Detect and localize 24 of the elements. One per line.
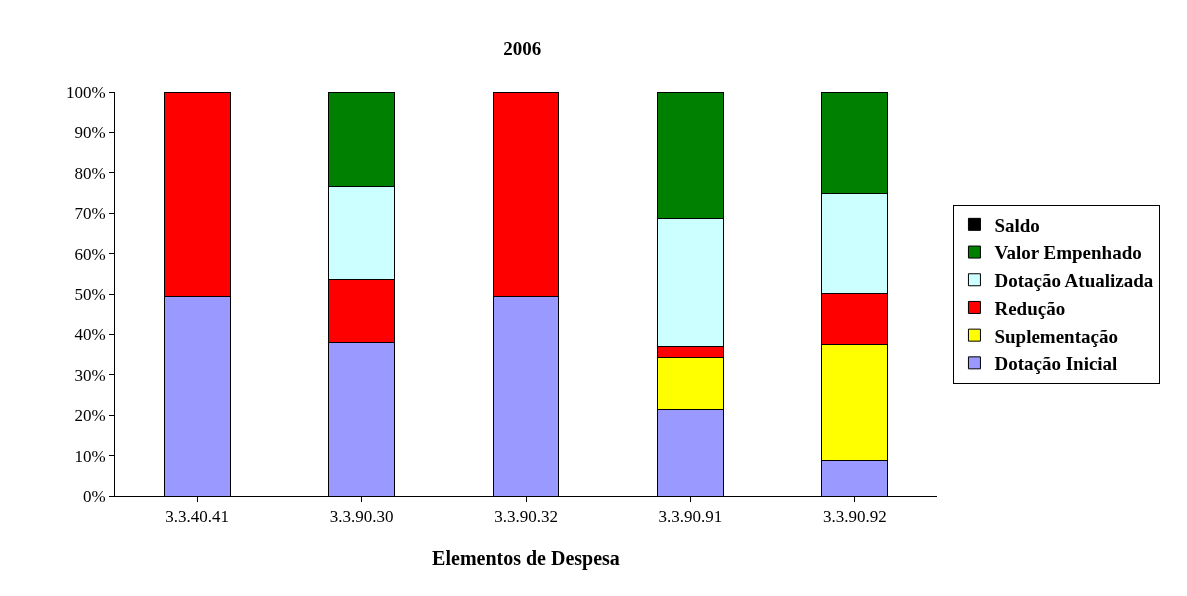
y-tick-label: 50%: [74, 284, 106, 304]
x-axis-title: Elementos de Despesa: [432, 546, 620, 570]
y-tick-label: 30%: [74, 365, 106, 385]
y-tick-label: 100%: [65, 82, 106, 102]
x-tick-label: 3.3.90.92: [822, 507, 887, 527]
x-tick-label: 3.3.40.41: [165, 507, 230, 527]
legend-label: Suplementação: [994, 325, 1118, 347]
y-tick-label: 80%: [74, 163, 106, 183]
y-tick-label: 0%: [82, 486, 106, 506]
legend-label: Saldo: [994, 214, 1040, 236]
y-tick-label: 40%: [74, 325, 106, 345]
x-tick-label: 3.3.90.30: [329, 507, 394, 527]
legend-label: Dotação Atualizada: [994, 270, 1154, 292]
legend-label: Redução: [994, 297, 1066, 319]
legend-label: Valor Empenhado: [994, 242, 1142, 264]
chart-title: 2006: [503, 38, 542, 60]
x-tick-label: 3.3.90.91: [658, 507, 723, 527]
x-tick-label: 3.3.90.32: [494, 507, 558, 527]
y-tick-label: 70%: [74, 204, 106, 224]
y-tick-label: 90%: [74, 123, 106, 143]
y-tick-label: 10%: [74, 446, 106, 466]
legend-label: Dotação Inicial: [994, 353, 1118, 375]
y-tick-label: 20%: [74, 406, 106, 426]
y-tick-label: 60%: [74, 244, 106, 264]
